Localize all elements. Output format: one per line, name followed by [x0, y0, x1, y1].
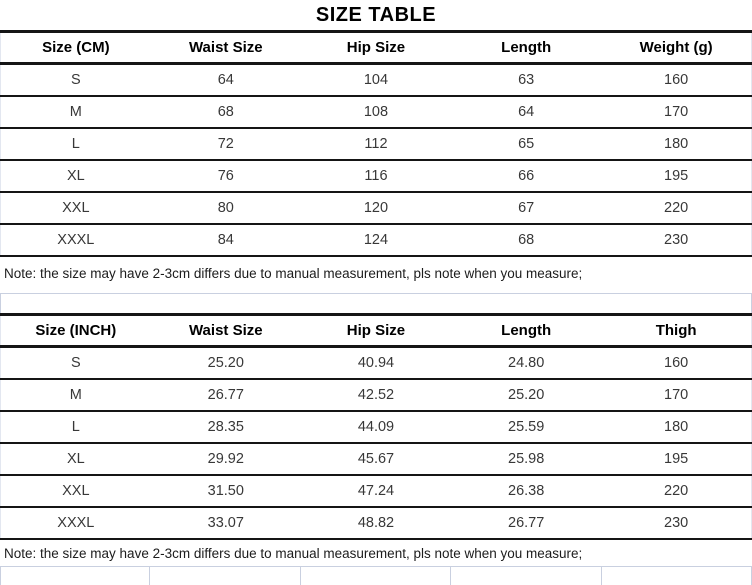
column-header: Size (CM) — [42, 39, 110, 56]
table-cell: 24.80 — [508, 355, 545, 371]
table-row: S 25.20 40.94 24.80 160 — [0, 347, 752, 379]
table-cell: 116 — [364, 168, 388, 184]
table-cell: 220 — [664, 483, 689, 499]
table-cell: 124 — [363, 232, 389, 248]
column-header: Size (INCH) — [35, 322, 117, 339]
table-cell: 28.35 — [207, 419, 244, 435]
table-cell: 108 — [363, 104, 389, 120]
table-cell: 45.67 — [357, 451, 395, 467]
size-cell: XL — [66, 168, 85, 184]
table-cell: 68 — [217, 104, 234, 120]
empty-cell — [0, 567, 151, 585]
empty-cell — [301, 567, 452, 585]
table-row: L 28.35 44.09 25.59 180 — [0, 411, 752, 443]
table-cell: 66 — [518, 168, 535, 184]
table-row: L 72 112 65 180 — [0, 128, 752, 160]
table-cell: 25.20 — [508, 387, 545, 403]
table-cell: 76 — [217, 168, 234, 184]
table-cell: 47.24 — [357, 483, 395, 499]
table-cell: 80 — [217, 200, 234, 216]
partial-empty-row — [0, 566, 752, 585]
size-cell: M — [69, 387, 82, 403]
table-header-row: Size (INCH) Waist Size Hip Size Length T… — [0, 315, 752, 347]
table-row: XXL 80 120 67 220 — [0, 192, 752, 224]
size-cell: L — [71, 136, 80, 152]
empty-row — [0, 293, 752, 313]
table-cell: 65 — [518, 136, 535, 152]
table-cell: 220 — [664, 200, 689, 216]
table-cell: 25.20 — [207, 355, 244, 371]
table-row: XL 76 116 66 195 — [0, 160, 752, 192]
table-row: M 68 108 64 170 — [0, 96, 752, 128]
table-cell: 26.77 — [207, 387, 244, 403]
size-cell: S — [71, 355, 81, 371]
table-cell: 180 — [664, 136, 689, 152]
table-cell: 25.59 — [508, 419, 545, 435]
table-cell: 42.52 — [357, 387, 395, 403]
table-cell: 170 — [664, 104, 689, 120]
column-header: Waist Size — [188, 39, 263, 56]
table-cell: 44.09 — [357, 419, 395, 435]
table-cell: 25.98 — [508, 451, 545, 467]
table-header-row: Size (CM) Waist Size Hip Size Length Wei… — [0, 32, 752, 64]
empty-cell — [451, 567, 602, 585]
table-cell: 68 — [518, 232, 535, 248]
table-cell: 84 — [217, 232, 234, 248]
table-cell: 48.82 — [357, 515, 395, 531]
column-header: Hip Size — [346, 322, 406, 339]
table-cell: 180 — [664, 419, 689, 435]
table-cell: 64 — [518, 104, 535, 120]
size-cell: S — [71, 72, 81, 88]
page-title: SIZE TABLE — [315, 4, 437, 26]
table-cell: 112 — [364, 136, 388, 152]
table-cell: 67 — [518, 200, 535, 216]
size-table-inch: Size (INCH) Waist Size Hip Size Length T… — [0, 313, 752, 540]
table-cell: 33.07 — [207, 515, 244, 531]
column-header: Hip Size — [346, 39, 406, 56]
table-row: M 26.77 42.52 25.20 170 — [0, 379, 752, 411]
column-header: Length — [501, 322, 552, 339]
column-header: Length — [501, 39, 552, 56]
table-cell: 195 — [664, 451, 689, 467]
size-cell: M — [69, 104, 82, 120]
size-table-cm: Size (CM) Waist Size Hip Size Length Wei… — [0, 30, 752, 257]
table-cell: 160 — [664, 72, 689, 88]
table-cell: 195 — [664, 168, 689, 184]
table-row: XXXL 33.07 48.82 26.77 230 — [0, 507, 752, 539]
column-header: Weight (g) — [639, 39, 713, 56]
note-inch: Note: the size may have 2-3cm differs du… — [4, 546, 583, 561]
table-cell: 40.94 — [357, 355, 395, 371]
table-cell: 170 — [664, 387, 689, 403]
table-row: XL 29.92 45.67 25.98 195 — [0, 443, 752, 475]
column-header: Waist Size — [188, 322, 263, 339]
table-cell: 29.92 — [207, 451, 244, 467]
table-cell: 230 — [664, 232, 689, 248]
size-cell: XXXL — [57, 515, 95, 531]
table-cell: 31.50 — [207, 483, 244, 499]
table-cell: 64 — [217, 72, 234, 88]
table-row: S 64 104 63 160 — [0, 64, 752, 96]
table-cell: 26.38 — [508, 483, 545, 499]
size-cell: XXL — [62, 200, 90, 216]
table-cell: 72 — [217, 136, 234, 152]
table-cell: 63 — [518, 72, 535, 88]
column-header: Thigh — [655, 322, 697, 339]
size-cell: XXXL — [57, 232, 95, 248]
size-cell: XXL — [62, 483, 90, 499]
size-cell: L — [71, 419, 80, 435]
table-cell: 120 — [363, 200, 389, 216]
table-cell: 230 — [664, 515, 689, 531]
size-cell: XL — [66, 451, 85, 467]
empty-cell — [150, 567, 301, 585]
table-row: XXL 31.50 47.24 26.38 220 — [0, 475, 752, 507]
table-cell: 104 — [363, 72, 389, 88]
table-row: XXXL 84 124 68 230 — [0, 224, 752, 256]
empty-cell — [602, 567, 752, 585]
table-cell: 160 — [664, 355, 689, 371]
table-cell: 26.77 — [508, 515, 545, 531]
note-cm: Note: the size may have 2-3cm differs du… — [4, 266, 583, 281]
